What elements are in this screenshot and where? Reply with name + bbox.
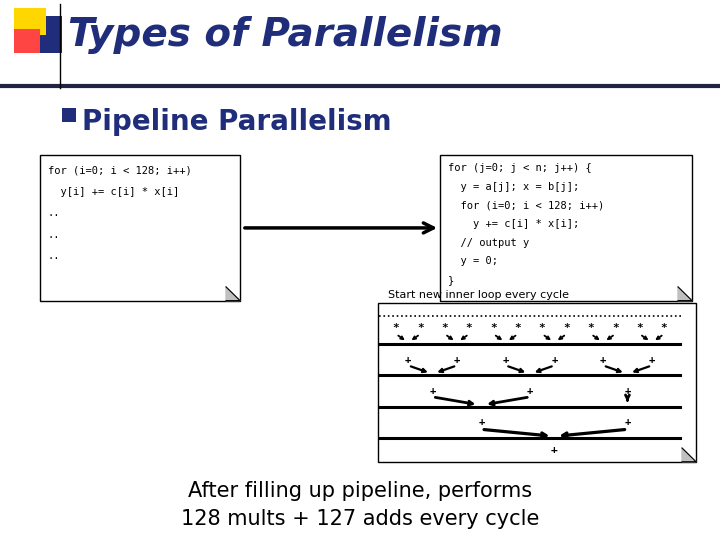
Text: y[i] += c[i] * x[i]: y[i] += c[i] * x[i] xyxy=(48,187,179,197)
Text: *: * xyxy=(612,323,618,333)
Text: *: * xyxy=(466,323,472,333)
Bar xyxy=(440,155,692,301)
Polygon shape xyxy=(678,287,692,301)
Text: y = 0;: y = 0; xyxy=(448,256,498,266)
Text: *: * xyxy=(588,323,594,333)
Text: +: + xyxy=(478,417,485,428)
Text: +: + xyxy=(405,355,411,365)
Bar xyxy=(32,16,62,53)
Text: y += c[i] * x[i];: y += c[i] * x[i]; xyxy=(448,219,580,229)
Text: *: * xyxy=(417,323,424,333)
Text: for (i=0; i < 128; i++): for (i=0; i < 128; i++) xyxy=(48,165,192,175)
Text: *: * xyxy=(563,323,570,333)
Text: }: } xyxy=(448,275,454,285)
Polygon shape xyxy=(682,448,696,462)
Text: +: + xyxy=(429,386,436,396)
Text: for (i=0; i < 128; i++): for (i=0; i < 128; i++) xyxy=(448,200,604,211)
Bar xyxy=(40,155,240,301)
Text: *: * xyxy=(441,323,448,333)
Text: +: + xyxy=(551,445,558,455)
Text: After filling up pipeline, performs
128 mults + 127 adds every cycle: After filling up pipeline, performs 128 … xyxy=(181,481,539,529)
Text: +: + xyxy=(527,386,533,396)
Text: +: + xyxy=(624,386,631,396)
Text: +: + xyxy=(600,355,606,365)
Text: *: * xyxy=(539,323,546,333)
Text: +: + xyxy=(649,355,655,365)
Text: +: + xyxy=(552,355,557,365)
Text: *: * xyxy=(515,323,521,333)
Text: ..: .. xyxy=(48,252,60,261)
Text: Start new inner loop every cycle: Start new inner loop every cycle xyxy=(388,289,569,300)
Bar xyxy=(14,30,40,53)
Bar xyxy=(14,8,46,35)
Text: ..: .. xyxy=(48,230,60,240)
Text: y = a[j]; x = b[j];: y = a[j]; x = b[j]; xyxy=(448,182,580,192)
Text: // output y: // output y xyxy=(448,238,529,248)
Bar xyxy=(62,108,76,122)
Text: +: + xyxy=(454,355,460,365)
Text: Pipeline Parallelism: Pipeline Parallelism xyxy=(82,108,392,136)
Text: Types of Parallelism: Types of Parallelism xyxy=(68,16,503,53)
Text: +: + xyxy=(624,417,631,428)
Text: for (j=0; j < n; j++) {: for (j=0; j < n; j++) { xyxy=(448,163,592,173)
Bar xyxy=(378,302,696,462)
Polygon shape xyxy=(226,287,240,301)
Text: *: * xyxy=(661,323,667,333)
Text: *: * xyxy=(636,323,643,333)
Text: *: * xyxy=(392,323,400,333)
Text: ..: .. xyxy=(48,208,60,218)
Text: *: * xyxy=(490,323,497,333)
Text: +: + xyxy=(503,355,509,365)
